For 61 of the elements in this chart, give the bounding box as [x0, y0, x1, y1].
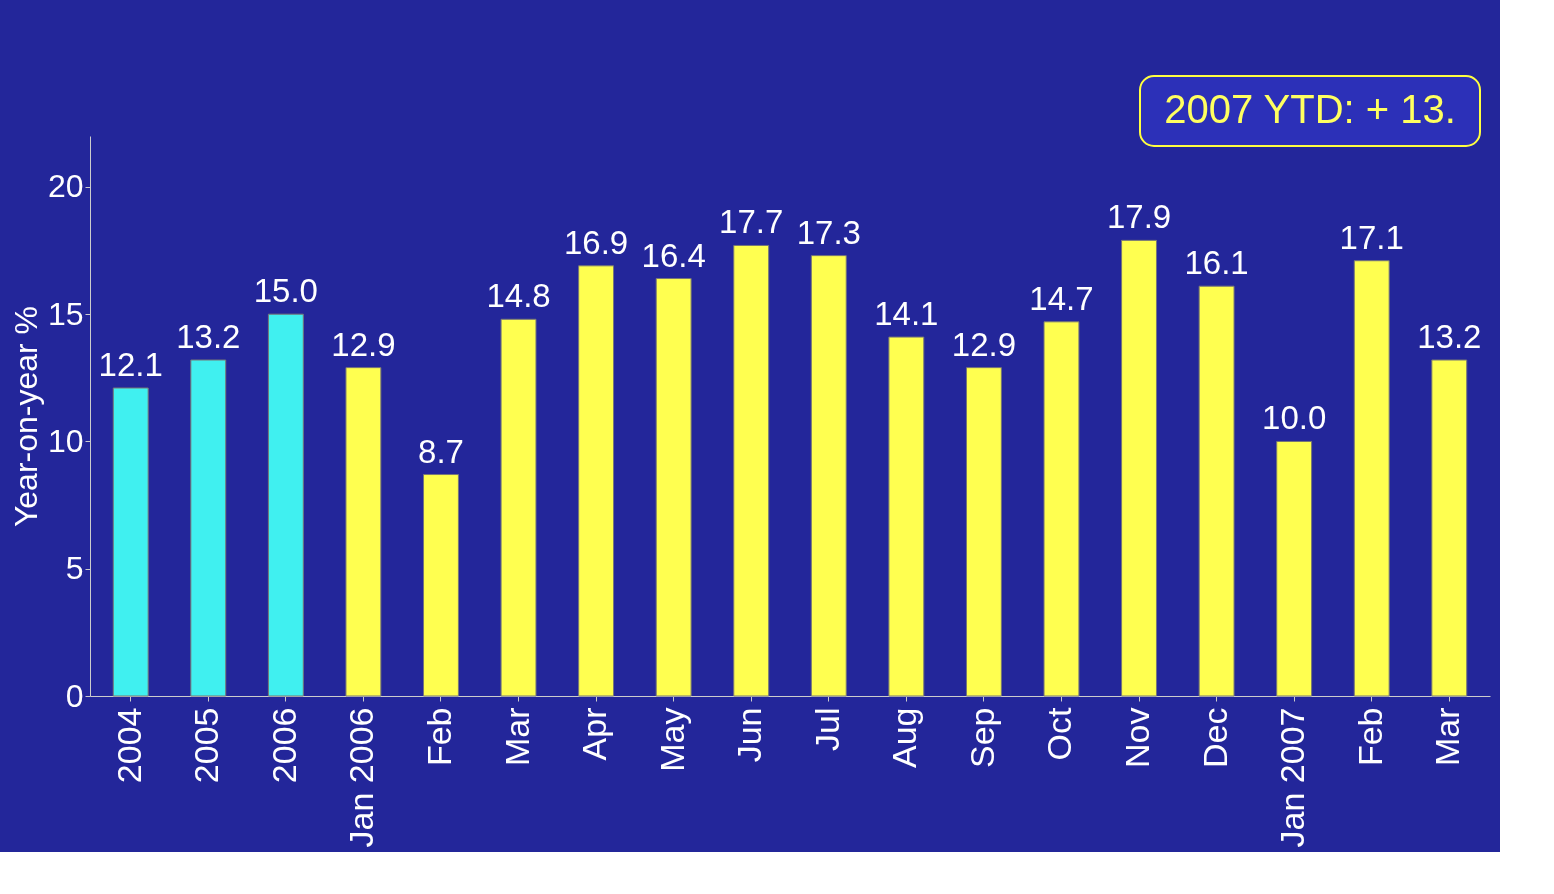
- data-label: 16.4: [641, 236, 706, 274]
- y-tick-label: 15: [47, 295, 84, 332]
- data-label: 13.2: [1417, 318, 1482, 355]
- y-tick-label: 0: [65, 677, 84, 714]
- x-tick-label: Oct: [1040, 706, 1079, 761]
- x-tick-label: Aug: [885, 707, 924, 768]
- x-tick-label: Jun: [730, 707, 769, 763]
- x-tick-label: Jul: [807, 707, 846, 751]
- bar: [112, 387, 149, 697]
- bar: [965, 367, 1002, 697]
- x-tick-label: Mar: [497, 707, 536, 767]
- bar: [1431, 359, 1468, 697]
- x-tick-label: Feb: [419, 707, 458, 767]
- bar: [810, 255, 847, 697]
- data-label: 15.0: [253, 272, 318, 310]
- x-tick-label: 2006: [264, 707, 303, 784]
- bar: [1276, 440, 1313, 697]
- x-tick-label: 2005: [187, 707, 226, 784]
- data-label: 14.1: [874, 295, 939, 333]
- data-label: 17.3: [796, 213, 861, 251]
- bar: [1353, 260, 1390, 697]
- bar: [267, 313, 304, 697]
- bar: [190, 359, 227, 697]
- bar: [345, 367, 382, 697]
- bar: [578, 265, 615, 697]
- data-label: 12.1: [98, 346, 163, 383]
- x-tick-label: 2004: [109, 707, 148, 784]
- data-label: 14.8: [486, 277, 551, 315]
- data-label: 14.7: [1029, 279, 1094, 317]
- text: 2007 YTD: + 13.: [1164, 87, 1456, 131]
- bar: [655, 278, 692, 697]
- x-tick-label: Dec: [1195, 707, 1234, 768]
- bar: [500, 318, 537, 697]
- y-axis-title: Year-on-year %: [7, 305, 44, 528]
- x-tick-label: Jan 2007: [1273, 707, 1312, 848]
- x-tick-label: Mar: [1428, 707, 1467, 767]
- data-label: 17.1: [1339, 218, 1404, 256]
- x-tick-label: Jan 2006: [342, 707, 381, 848]
- bar: [888, 336, 925, 697]
- bar: [733, 244, 770, 697]
- data-label: 17.7: [719, 203, 784, 241]
- data-label: 17.9: [1106, 198, 1172, 236]
- y-tick-label: 20: [47, 168, 84, 205]
- x-tick-label: Feb: [1350, 707, 1389, 767]
- bar: [423, 474, 459, 697]
- y-tick-label: 10: [47, 422, 84, 459]
- x-tick-label: Nov: [1118, 707, 1157, 768]
- data-label: 13.2: [176, 318, 241, 355]
- y-tick-label: 5: [65, 550, 84, 587]
- data-label: 10.0: [1262, 399, 1327, 437]
- x-tick-label: Sep: [962, 707, 1001, 768]
- data-label: 8.7: [418, 432, 464, 470]
- x-tick-label: Apr: [575, 707, 614, 761]
- x-tick-label: May: [652, 707, 691, 772]
- data-label: 12.9: [951, 325, 1017, 363]
- bar: [1198, 285, 1235, 697]
- data-label: 12.9: [331, 325, 396, 363]
- bar: [1043, 321, 1080, 697]
- bar: [1121, 239, 1157, 697]
- data-label: 16.9: [563, 223, 629, 261]
- data-label: 16.1: [1184, 244, 1249, 282]
